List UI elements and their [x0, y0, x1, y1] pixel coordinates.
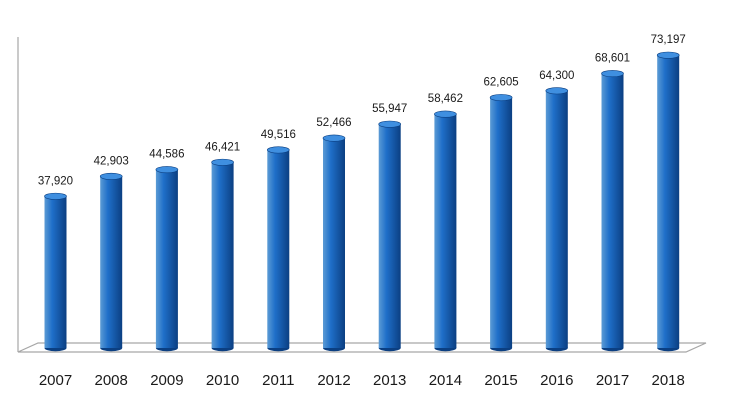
data-label: 46,421 [205, 141, 240, 153]
bar-top [656, 51, 680, 59]
bar [99, 172, 123, 352]
bar-top [322, 134, 346, 142]
bar-top [434, 110, 457, 118]
bar [155, 166, 179, 352]
x-tick-label: 2015 [484, 372, 517, 389]
x-tick-label: 2017 [596, 372, 629, 389]
bar-top [211, 158, 234, 166]
bar-top [545, 87, 569, 95]
data-label: 68,601 [595, 53, 630, 65]
bar-top [601, 70, 624, 78]
data-labels: 37,920 42,903 44,586 46,421 49,516 52,466 55,9… [38, 34, 686, 187]
bar-body [601, 73, 624, 348]
data-label: 73,197 [651, 34, 686, 46]
x-tick-label: 2018 [652, 372, 685, 389]
x-tick-label: 2016 [540, 372, 573, 389]
bar-body [545, 90, 568, 349]
bar-top [266, 146, 290, 154]
data-label: 62,605 [484, 77, 519, 89]
bar [601, 70, 624, 352]
data-label: 49,516 [261, 129, 296, 141]
x-tick-label: 2014 [429, 372, 462, 389]
bar-body [211, 162, 234, 348]
x-tick-label: 2009 [150, 372, 183, 389]
x-tick-label: 2008 [95, 372, 128, 389]
x-tick-label: 2007 [39, 372, 72, 389]
bar [434, 110, 457, 352]
data-label: 58,462 [428, 93, 463, 105]
bar [322, 134, 346, 352]
bar-body [490, 97, 513, 348]
x-tick-label: 2011 [262, 372, 294, 389]
bar-top [489, 94, 513, 102]
data-label: 37,920 [38, 175, 73, 187]
x-tick-label: 2010 [206, 372, 239, 389]
data-label: 55,947 [372, 103, 407, 115]
bar-body [155, 169, 178, 348]
data-label: 64,300 [539, 70, 574, 82]
bar [44, 192, 67, 352]
bar [656, 51, 680, 352]
bar-body [657, 55, 680, 348]
bar [545, 87, 569, 352]
bar [489, 94, 513, 352]
bar-top [155, 166, 179, 174]
x-tick-label: 2013 [373, 372, 406, 389]
bar-top [99, 172, 123, 180]
bar-top [44, 192, 67, 200]
bar-body [434, 114, 457, 348]
bar [378, 120, 402, 352]
bar-top [378, 120, 402, 128]
x-tick-label: 2012 [317, 372, 350, 389]
bars [44, 51, 680, 352]
bar-body [267, 149, 290, 348]
axes [17, 37, 707, 353]
bar-body [323, 138, 345, 348]
floor-plane [17, 342, 707, 353]
bar [211, 158, 234, 352]
bar [266, 146, 290, 352]
data-label: 52,466 [316, 117, 351, 129]
data-label: 44,586 [149, 149, 184, 161]
data-label: 42,903 [94, 155, 129, 167]
bar-body [100, 176, 123, 348]
bar-body [44, 196, 67, 348]
x-axis-tick-labels: 2007 2008 2009 2010 2011 2012 2013 2014 2015 2016… [39, 372, 685, 389]
bar-body [378, 124, 401, 348]
